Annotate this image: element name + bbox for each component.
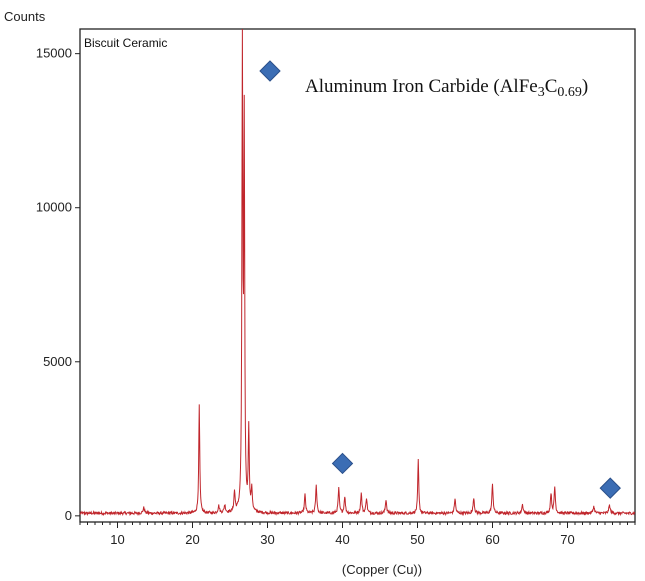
legend: Aluminum Iron Carbide (AlFe3C0.69) [259, 60, 588, 100]
y-axis: 0 5000 10000 15000 [36, 46, 80, 523]
y-tick-label: 5000 [43, 354, 72, 369]
y-tick-label: 15000 [36, 46, 72, 61]
spectrum-line [79, 28, 636, 517]
legend-text-sub1: 3 [538, 85, 545, 100]
x-tick-label: 40 [335, 532, 349, 547]
x-axis-label: (Copper (Cu)) [342, 562, 422, 577]
phase-marker-diamond [599, 477, 621, 499]
x-tick-label: 60 [485, 532, 499, 547]
legend-diamond-marker [259, 60, 281, 82]
inset-label: Biscuit Ceramic [84, 36, 167, 50]
legend-text-end: ) [582, 76, 588, 97]
x-tick-label: 10 [110, 532, 124, 547]
legend-text-sub2: 0.69 [557, 85, 582, 100]
x-axis: 10 20 30 40 50 60 70 [79, 522, 636, 547]
plot-frame [79, 28, 636, 523]
phase-markers [331, 452, 621, 499]
legend-text-main: Aluminum Iron Carbide (AlFe [305, 76, 538, 97]
x-tick-label: 30 [260, 532, 274, 547]
phase-marker-diamond [331, 452, 354, 475]
x-tick-label: 70 [560, 532, 574, 547]
x-tick-label: 50 [410, 532, 424, 547]
y-tick-label: 10000 [36, 200, 72, 215]
legend-label: Aluminum Iron Carbide (AlFe3C0.69) [305, 76, 588, 100]
x-tick-label: 20 [185, 532, 199, 547]
y-tick-label: 0 [65, 508, 72, 523]
legend-text-mid: C [545, 76, 558, 97]
y-axis-label: Counts [4, 9, 46, 24]
